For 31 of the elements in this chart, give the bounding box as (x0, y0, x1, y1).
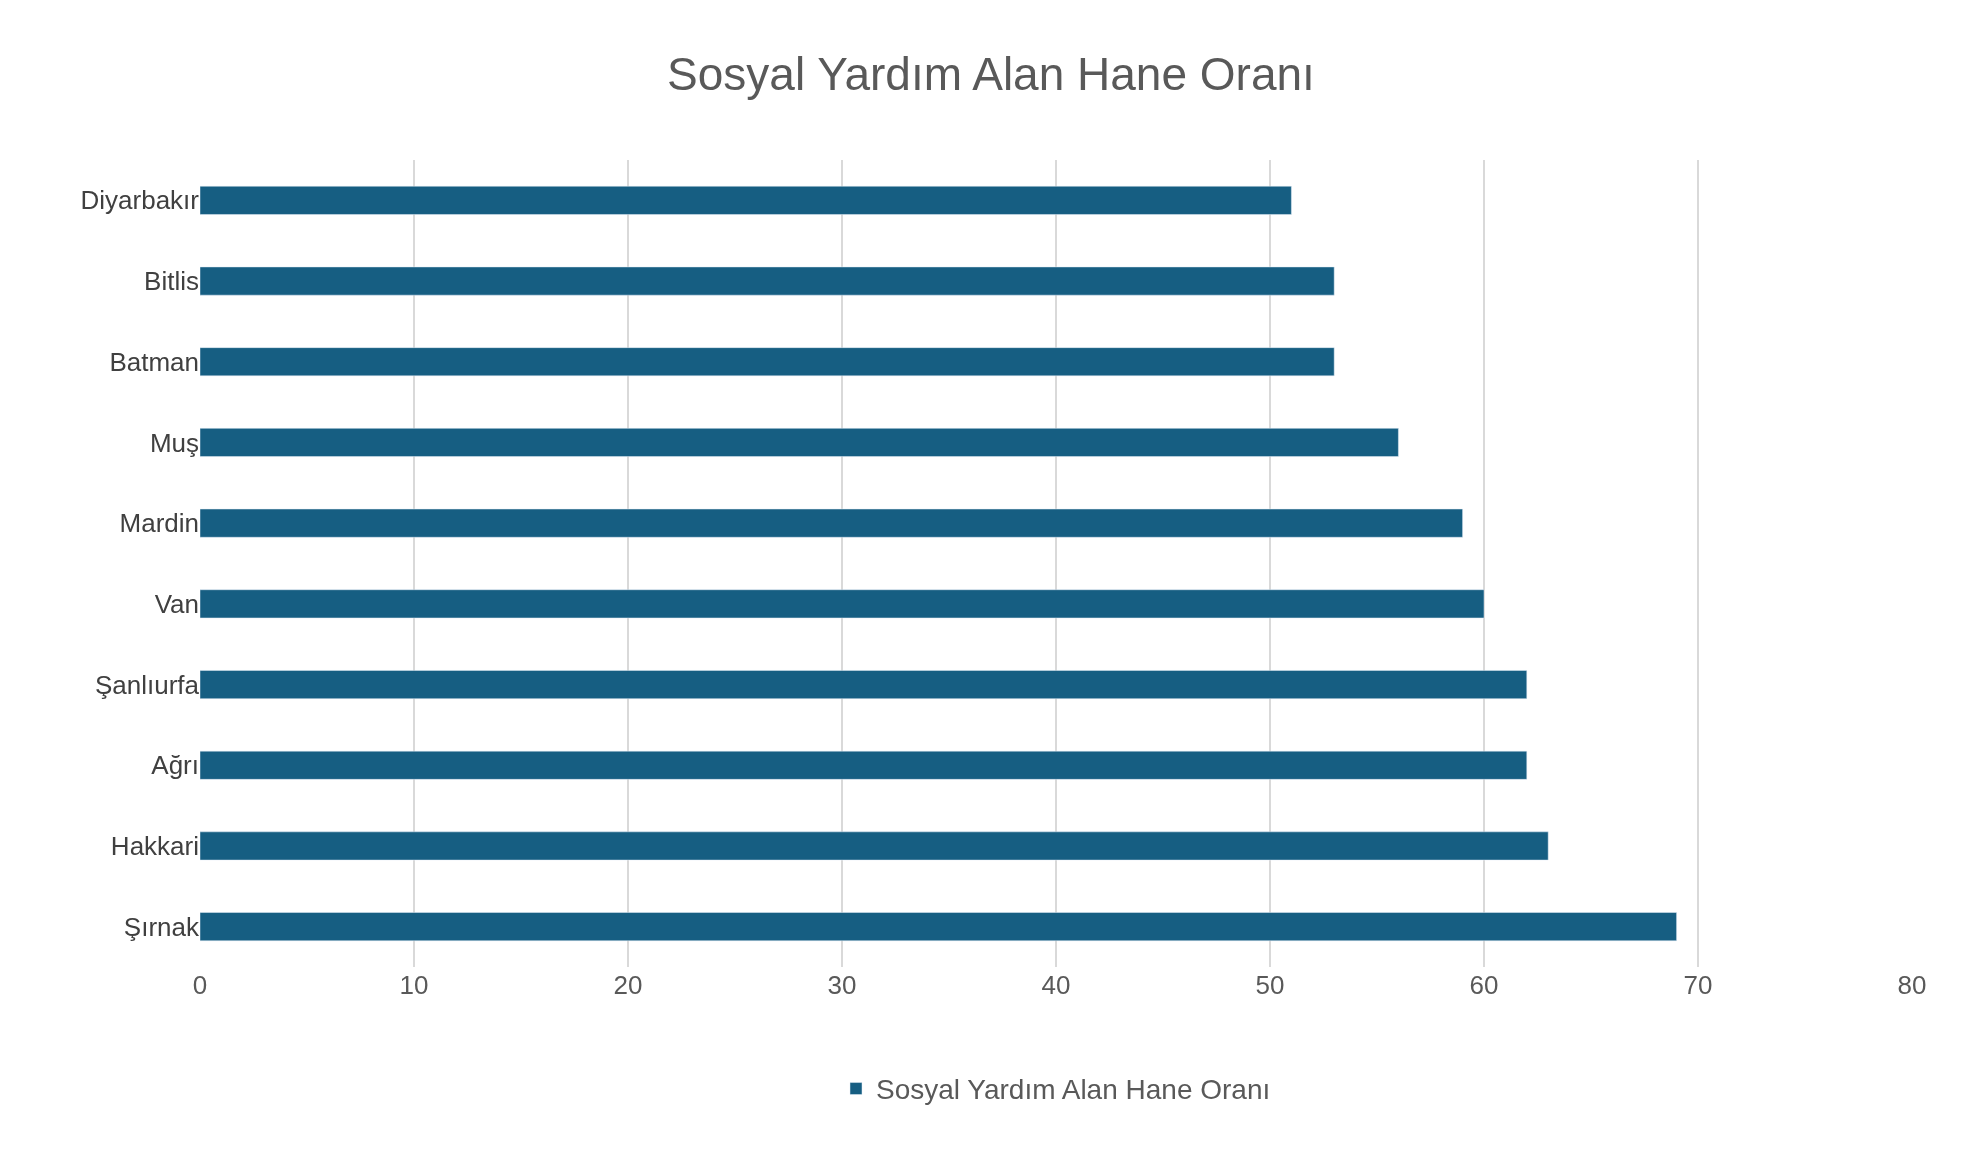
x-tick-label: 10 (399, 970, 429, 1000)
bar (200, 589, 1485, 619)
y-tick-label: Şırnak (123, 911, 200, 942)
bar (200, 185, 1292, 215)
y-tick-label: Diyarbakır (80, 185, 200, 216)
x-tick-label: 80 (1897, 970, 1927, 1000)
y-tick-label: Muş (149, 427, 199, 458)
bar (200, 670, 1528, 699)
y-tick-label: Şanlıurfa (94, 669, 200, 700)
y-tick-label: Bitlis (144, 266, 199, 297)
x-tick-label: 40 (1041, 970, 1071, 1000)
x-tick-label: 70 (1683, 970, 1713, 1000)
y-tick-label: Mardin (119, 508, 199, 539)
x-tick-label: 50 (1255, 970, 1285, 1000)
x-tick-label: 60 (1469, 970, 1499, 1000)
x-tick-label: 0 (192, 970, 208, 1000)
y-tick-label: Ağrı (151, 750, 199, 781)
bar (200, 912, 1677, 942)
bar (200, 508, 1463, 538)
y-tick-label: Batman (109, 346, 199, 377)
bar (200, 831, 1549, 861)
x-tick-label: 30 (827, 970, 857, 1000)
x-tick-label: 20 (613, 970, 643, 1000)
chart-title: Sosyal Yardım Alan Hane Oranı (667, 48, 1315, 101)
bar (200, 347, 1335, 377)
legend-label: Sosyal Yardım Alan Hane Oranı (876, 1074, 1271, 1106)
bar (200, 428, 1399, 457)
y-tick-label: Hakkari (110, 831, 199, 862)
y-tick-label: Van (154, 588, 199, 619)
bar (200, 266, 1335, 296)
bar (200, 750, 1528, 780)
